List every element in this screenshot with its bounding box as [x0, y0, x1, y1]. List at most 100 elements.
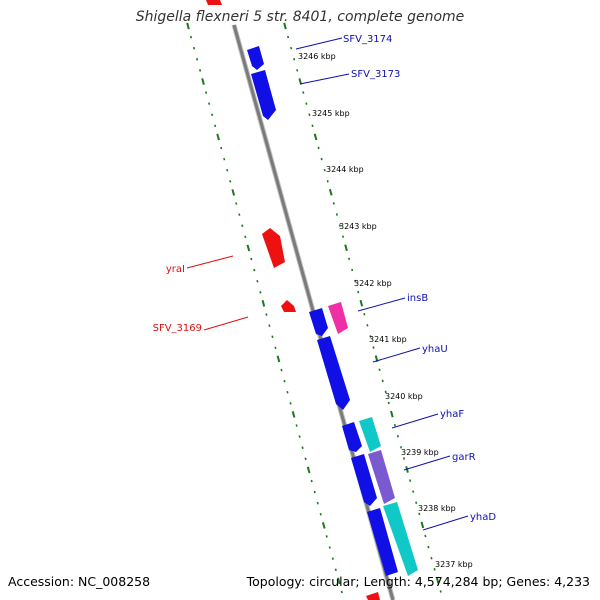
leader-line: [357, 297, 406, 312]
gene-label-insb[interactable]: insB: [407, 293, 428, 304]
leader-line: [403, 455, 451, 471]
ruler-tick: [415, 501, 418, 505]
gene-feature-yhaf[interactable]: [342, 422, 362, 452]
ruler-tick: [256, 279, 259, 283]
ruler-tick: [313, 133, 318, 141]
ruler-tick: [341, 235, 345, 238]
ruler-tick: [259, 291, 262, 294]
ruler-tick: [363, 313, 366, 316]
tick-label: 3239 kbp: [401, 448, 439, 457]
gene-feature-yhad[interactable]: [367, 508, 398, 576]
ruler-tick: [369, 335, 372, 338]
ruler-tick: [226, 168, 229, 172]
ruler-tick: [298, 435, 301, 438]
ruler-tick: [286, 390, 289, 394]
ruler-tick: [274, 346, 277, 350]
gene-label-yhad[interactable]: yhaD: [470, 512, 496, 523]
gene-label-sfv3169[interactable]: SFV_3169: [153, 323, 202, 334]
ruler-tick: [229, 180, 232, 183]
ruler-tick: [359, 299, 364, 307]
tick-label: 3243 kbp: [339, 222, 377, 231]
ruler-tick: [205, 91, 208, 94]
ruler-tick: [409, 479, 412, 482]
ruler-tick: [268, 324, 271, 327]
gene-feature[interactable]: [359, 417, 381, 452]
leader-line: [203, 316, 249, 331]
map-title: Shigella flexneri 5 str. 8401, complete …: [135, 9, 465, 25]
ruler-tick: [211, 113, 214, 117]
gene-feature-sfv3169[interactable]: [281, 300, 296, 312]
gene-feature[interactable]: [309, 308, 328, 336]
label-leaders: [186, 37, 469, 531]
leader-line: [422, 515, 469, 531]
ruler-tick: [291, 411, 296, 418]
ruler-tick: [335, 213, 338, 216]
ruler-tick: [301, 446, 304, 450]
ruler-tick: [354, 279, 357, 283]
gene-label-yhaf[interactable]: yhaF: [440, 409, 464, 420]
ruler-tick: [378, 368, 381, 372]
gene-feature[interactable]: [351, 454, 377, 506]
ruler-tick: [293, 58, 296, 61]
gene-label-sfv3173[interactable]: SFV_3173: [351, 69, 400, 80]
ruler-tick: [357, 290, 360, 294]
ruler-tick: [296, 69, 299, 72]
ruler-tick: [372, 346, 375, 349]
gene-label-yhau[interactable]: yhaU: [422, 344, 448, 355]
ruler-tick: [231, 189, 236, 196]
ruler-tick: [433, 568, 436, 571]
gene-feature-insb[interactable]: [328, 302, 348, 334]
ruler-tick: [261, 300, 266, 307]
ruler-tick: [418, 512, 421, 516]
tick-label: 3242 kbp: [354, 279, 392, 288]
ruler-tick: [351, 268, 354, 272]
gene-label-sfv3174[interactable]: SFV_3174: [343, 34, 392, 45]
ruler-tick: [430, 556, 433, 560]
ruler-tick: [328, 188, 333, 196]
ruler-tick: [323, 168, 326, 172]
ruler-tick: [340, 590, 343, 594]
leader-line: [391, 413, 439, 429]
ruler-tick: [192, 46, 196, 50]
gene-feature[interactable]: [366, 592, 380, 600]
gene-feature-yhau[interactable]: [317, 336, 350, 410]
ruler-tick: [308, 113, 311, 117]
ruler-tick: [208, 102, 211, 105]
ruler-tick: [399, 446, 403, 449]
ruler-tick: [412, 490, 415, 493]
ruler-tick: [366, 324, 369, 327]
tick-labels: 3246 kbp 3245 kbp 3244 kbp 3243 kbp 3242…: [298, 52, 473, 569]
ruler-tick: [338, 224, 341, 227]
ruler-tick: [313, 490, 316, 494]
ruler-tick: [311, 124, 314, 128]
ruler-tick: [290, 46, 293, 50]
ruler-tick: [223, 157, 226, 161]
gene-feature[interactable]: [383, 502, 418, 576]
gene-label-yrai[interactable]: yraI: [166, 264, 185, 275]
ruler-tick: [344, 244, 348, 252]
gene-feature-garr[interactable]: [368, 450, 395, 504]
gene-feature-sfv3174[interactable]: [247, 46, 264, 70]
ruler-tick: [316, 501, 319, 505]
ruler-tick: [319, 512, 322, 516]
leader-line: [299, 73, 350, 85]
ruler-tick: [402, 457, 406, 460]
ruler-tick: [283, 22, 287, 30]
ruler-tick: [295, 424, 298, 427]
leader-line: [295, 37, 343, 50]
ruler-tick: [306, 466, 311, 474]
ruler-tick: [280, 368, 283, 372]
tick-label: 3244 kbp: [326, 165, 364, 174]
ruler-tick: [328, 546, 331, 549]
gene-feature-sfv3173[interactable]: [251, 70, 276, 120]
gene-feature[interactable]: [206, 0, 222, 5]
ruler-tick: [420, 521, 425, 529]
ruler-tick: [325, 535, 328, 538]
ruler-tick: [244, 235, 247, 239]
ruler-tick: [304, 457, 307, 461]
gene-feature-yrai[interactable]: [262, 228, 285, 268]
ruler-tick: [241, 224, 244, 228]
tick-label: 3237 kbp: [435, 560, 473, 569]
gene-label-garr[interactable]: garR: [452, 452, 476, 463]
leader-line: [372, 347, 421, 363]
